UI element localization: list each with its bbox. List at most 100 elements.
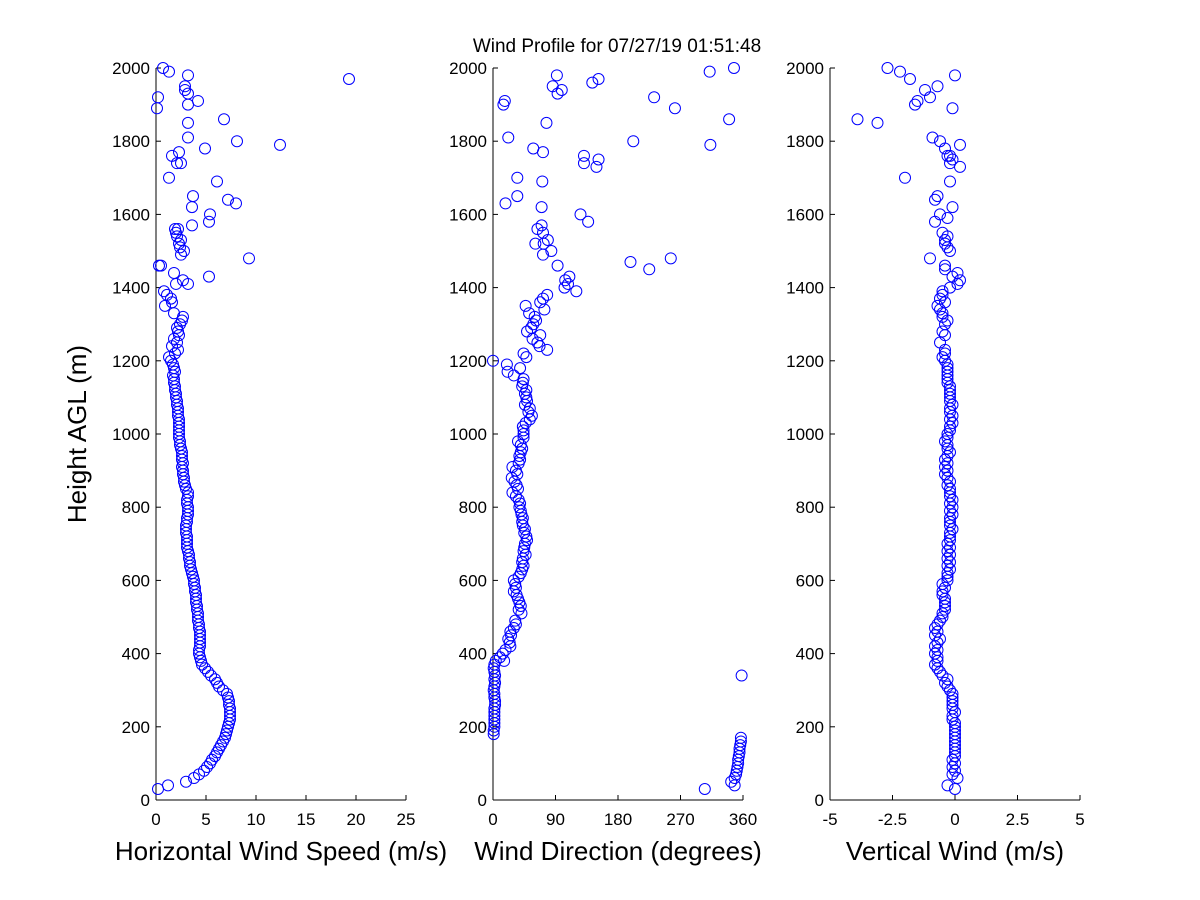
data-point [939,329,951,342]
x-tick-label: -5 [822,810,837,829]
data-point [949,783,961,796]
data-point [512,493,525,506]
data-point [668,102,681,115]
data-point [516,376,529,389]
data-point [152,783,164,796]
data-point [936,226,949,239]
data-point [944,548,956,561]
data-point [936,325,949,338]
data-point [894,65,906,78]
data-point [946,753,959,766]
data-point [220,728,232,741]
data-point [941,471,954,484]
data-point [173,146,185,159]
data-point [586,76,599,89]
data-point [939,600,951,613]
data-point [924,252,936,265]
data-point [931,625,944,638]
data-point [516,420,529,433]
data-point [944,149,956,162]
data-point [735,669,748,682]
data-point [505,629,518,642]
y-tick-label: 200 [796,718,824,737]
panel-direction: 0 200 400 600 800 1000 1200 1400 1600 1800 2000 0 90… [449,59,762,866]
data-point [941,457,954,470]
data-point [168,307,180,320]
data-point [643,263,656,276]
data-point [939,596,951,609]
data-point [514,362,527,375]
y-tick-label: 800 [459,498,487,517]
y-tick-label: 1400 [449,279,487,298]
y-tick-label: 2000 [112,59,150,78]
data-point [624,255,637,268]
data-point [165,292,177,305]
y-tick-label: 1800 [112,132,150,151]
x-tick-label: 25 [397,810,416,829]
data-point [934,208,946,221]
x-tick-label: 270 [666,810,694,829]
data-point [582,215,595,228]
data-point [186,201,198,214]
x-tick-label: 20 [347,810,366,829]
y-tick-label: 600 [459,571,487,590]
data-point [931,299,944,312]
y-tick-label: 1200 [449,352,487,371]
data-point [540,116,553,129]
y-tick-label: 1600 [112,205,150,224]
data-point [931,651,944,664]
y-tick-label: 0 [478,791,487,810]
data-point [734,735,747,748]
data-point [558,281,571,294]
y-tick-label: 800 [122,498,150,517]
data-point [535,201,548,214]
data-point [161,288,173,301]
data-point [931,636,944,649]
data-point [162,779,174,792]
data-point [944,281,956,294]
data-point [934,614,946,627]
data-point [939,581,951,594]
data-point [936,310,949,323]
data-point [523,402,536,415]
data-point [944,420,956,433]
data-point [939,234,951,247]
data-point [559,274,572,287]
data-point [541,343,554,356]
data-point [944,563,956,576]
x-tick-label: 5 [201,810,210,829]
data-point [911,94,924,107]
data-point [531,223,544,236]
data-point [509,464,522,477]
data-point [198,764,210,777]
data-point [551,259,564,272]
data-point [939,453,951,466]
data-point [222,691,234,704]
data-point [924,91,936,104]
data-point [944,684,956,697]
data-point [202,665,214,678]
data-point [929,640,941,653]
data-point [929,647,941,660]
data-point [577,149,590,162]
y-tick-label: 400 [796,645,824,664]
x-tick-label: -2.5 [878,810,907,829]
data-point [909,98,921,111]
data-point [941,365,954,378]
data-point [550,69,563,82]
data-point [944,482,956,495]
data-point [939,468,951,481]
data-point [904,72,916,85]
data-point [941,552,954,565]
data-point [941,241,954,254]
data-point [939,347,951,360]
data-point [179,80,191,93]
data-point [949,764,961,777]
data-point [205,669,217,682]
y-tick-label: 200 [459,718,487,737]
data-point [153,259,165,272]
data-point [946,523,959,536]
data-point [934,303,946,316]
data-point [954,138,966,151]
data-point [187,570,199,583]
